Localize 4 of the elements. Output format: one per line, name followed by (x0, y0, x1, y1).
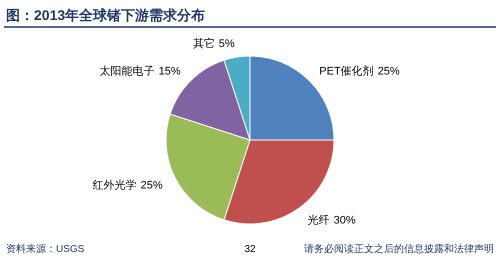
annotation: 资料来源：USGS (6, 244, 84, 255)
annotation: 请务必阅读正文之后的信息披露和法律声明 (304, 244, 494, 255)
annotation: 32 (244, 244, 256, 255)
title: 图：2013年全球锗下游需求分布 (6, 7, 206, 23)
